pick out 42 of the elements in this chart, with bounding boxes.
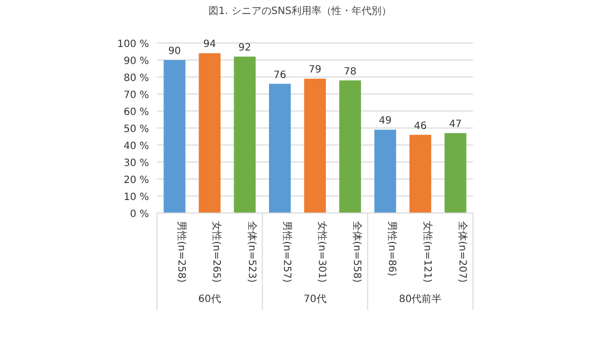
data-label: 92 bbox=[238, 42, 252, 54]
data-label: 47 bbox=[449, 119, 462, 130]
x-tick-label: 女性(n=301) bbox=[316, 221, 328, 283]
chart-title: 図1. シニアのSNS利用率（性・年代別） bbox=[208, 5, 392, 17]
data-label: 90 bbox=[168, 46, 181, 57]
y-tick-label: 90 % bbox=[124, 56, 149, 67]
text: 70代 bbox=[304, 294, 326, 305]
x-tick-label: 全体(n=523) bbox=[246, 221, 258, 283]
text: 80代前半 bbox=[398, 293, 442, 305]
y-tick-label: 50 % bbox=[124, 124, 149, 135]
x-tick-label: 全体(n=207) bbox=[456, 221, 468, 283]
y-tick-label: 0 % bbox=[130, 209, 149, 220]
bar bbox=[339, 80, 361, 213]
y-tick-label: 100 % bbox=[117, 39, 149, 50]
y-tick-label: 60 % bbox=[124, 107, 149, 118]
x-tick-label: 女性(n=121) bbox=[421, 221, 434, 283]
y-tick-label: 70 % bbox=[124, 90, 149, 101]
y-tick-label: 80 % bbox=[124, 73, 149, 84]
data-label: 94 bbox=[203, 39, 216, 50]
data-label: 76 bbox=[274, 70, 286, 81]
y-tick-label: 10 % bbox=[124, 192, 149, 203]
data-label: 78 bbox=[344, 66, 356, 78]
bar bbox=[164, 60, 186, 213]
x-tick-label: 男性(n=257) bbox=[280, 221, 293, 283]
data-label: 46 bbox=[414, 120, 427, 132]
x-tick-label: 男性(n=258) bbox=[176, 221, 188, 283]
data-label: 79 bbox=[308, 64, 322, 76]
y-tick-label: 40 % bbox=[124, 141, 149, 152]
bar bbox=[198, 53, 221, 213]
data-label: 49 bbox=[378, 116, 392, 127]
x-tick-label: 男性(n=86) bbox=[386, 221, 398, 276]
y-tick-label: 20 % bbox=[124, 175, 149, 186]
bar bbox=[234, 56, 256, 213]
y-tick-label: 30 % bbox=[124, 158, 149, 169]
bar bbox=[444, 133, 466, 213]
x-tick-label: 女性(n=265) bbox=[210, 221, 223, 283]
bar bbox=[304, 78, 326, 213]
x-tick-label: 全体(n=558) bbox=[351, 221, 364, 283]
text: 60代 bbox=[198, 294, 222, 305]
bar bbox=[269, 84, 291, 213]
bar bbox=[374, 130, 396, 213]
bar bbox=[409, 134, 432, 213]
